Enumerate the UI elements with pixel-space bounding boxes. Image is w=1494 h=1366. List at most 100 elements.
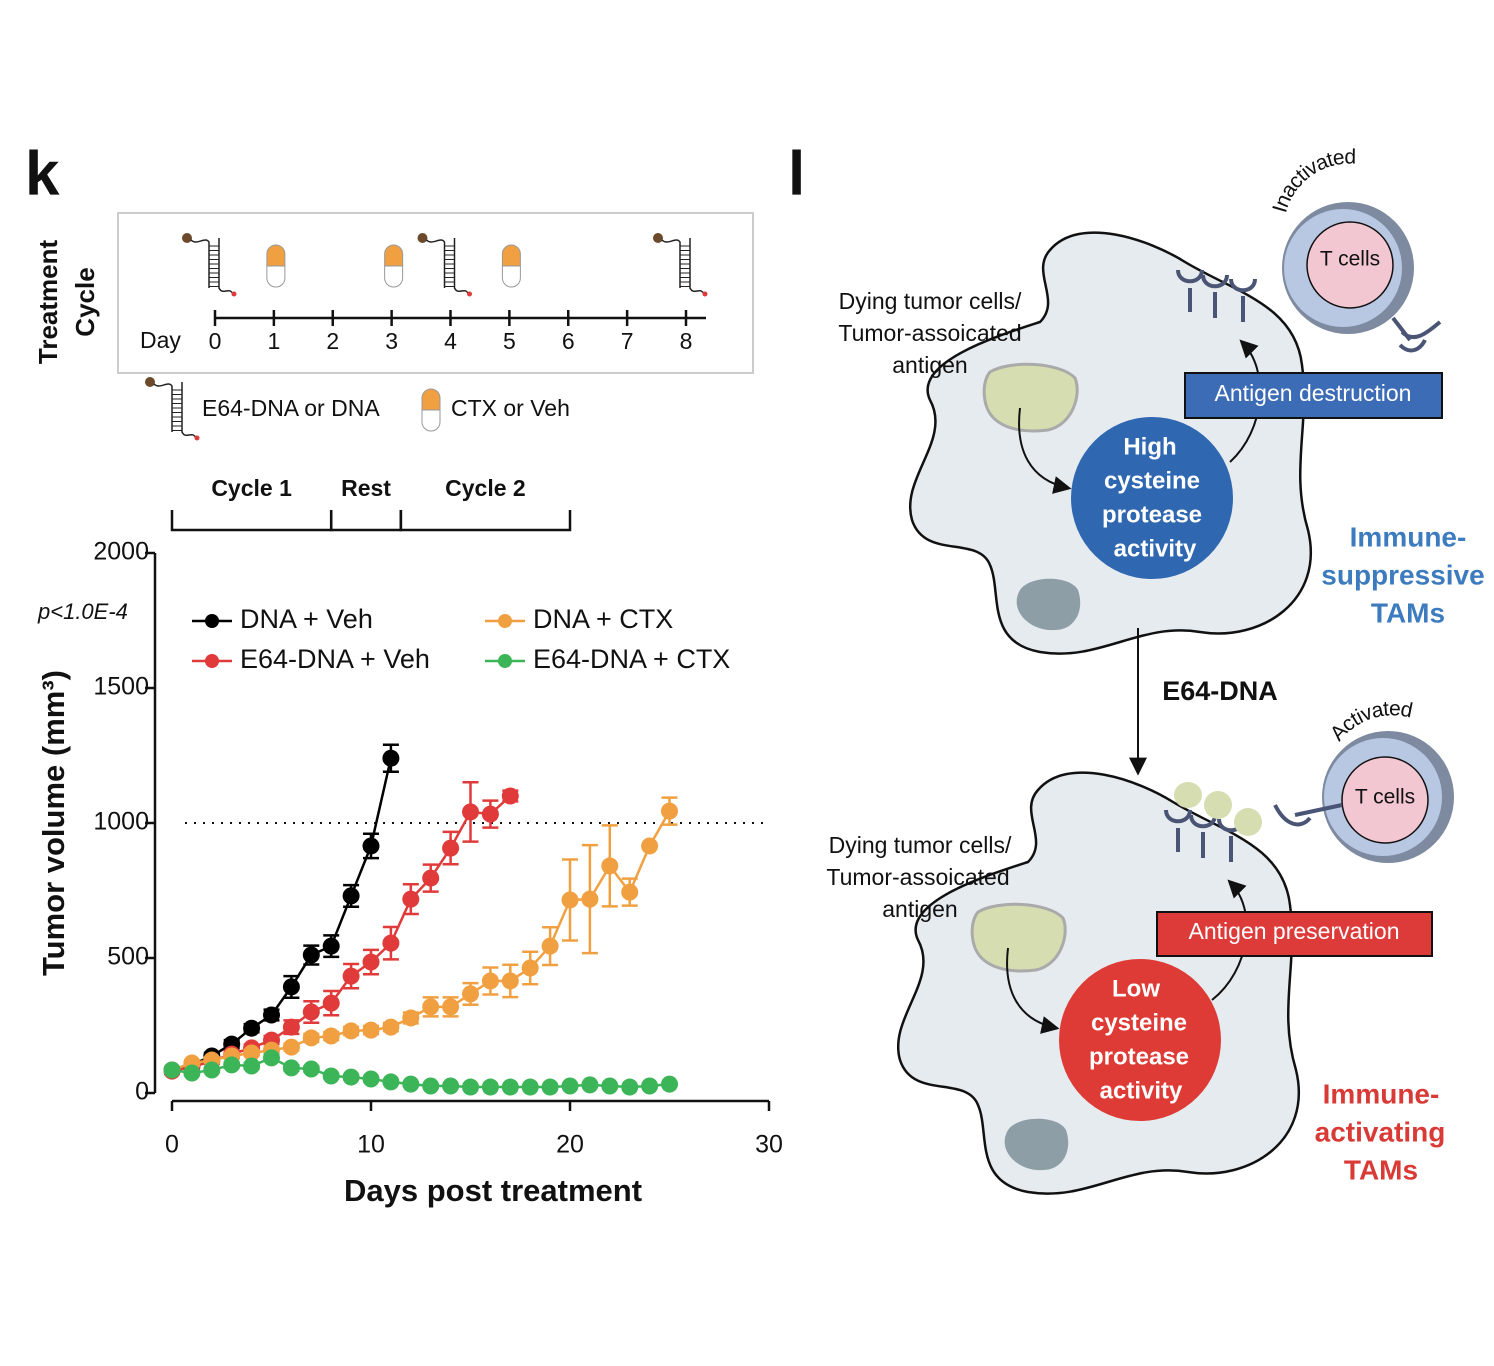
capsule-top: [421, 388, 441, 411]
data-point: [362, 837, 380, 855]
data-point: [243, 1044, 261, 1062]
legend-label: CTX or Veh: [451, 395, 570, 421]
data-point: [382, 1018, 400, 1036]
data-point: [521, 959, 539, 977]
data-point: [481, 1078, 499, 1096]
y-tick-label: 1500: [93, 673, 149, 701]
day-tick-label: 4: [444, 328, 457, 354]
activity-label: activity: [1100, 1077, 1183, 1104]
day-tick-label: 0: [209, 328, 222, 354]
phase-label: Cycle 1: [211, 475, 292, 501]
data-point: [302, 1029, 320, 1047]
activity-label: cysteine: [1104, 467, 1200, 494]
data-point: [382, 1073, 400, 1091]
data-point: [322, 937, 340, 955]
x-axis-label: Days post treatment: [344, 1173, 642, 1208]
capsule-icon: [501, 244, 521, 288]
day-tick-label: 2: [326, 328, 339, 354]
data-point: [581, 1076, 599, 1094]
dna-icon: [417, 233, 472, 297]
dna-icon: [145, 377, 200, 441]
data-point: [481, 805, 499, 823]
data-point: [302, 1003, 320, 1021]
activity-label: protease: [1089, 1043, 1189, 1070]
data-point: [302, 1060, 320, 1078]
legend-marker: [205, 614, 219, 628]
data-point: [621, 883, 639, 901]
capsule-bottom: [266, 265, 286, 288]
data-point: [422, 998, 440, 1016]
x-tick-label: 30: [755, 1131, 783, 1159]
chart: 0 500 1000 1500 2000 0 10 20 30 Days post treatme…: [36, 475, 783, 1208]
tam-label: suppressive: [1321, 559, 1484, 590]
y-tick-label: 500: [107, 943, 149, 971]
data-point: [342, 1022, 360, 1040]
data-point: [442, 1077, 460, 1095]
data-point: [462, 803, 479, 821]
dna-tail: [194, 435, 200, 441]
data-point: [382, 749, 400, 767]
capsule-top: [384, 244, 404, 267]
data-point: [362, 1021, 380, 1039]
dna-icon: [182, 233, 237, 297]
treatment-cycle: Treatment Cycle Day 0 1 2 3 4 5 6 7 8 E64-DNA or DNA…: [33, 233, 708, 441]
dna-head: [145, 377, 155, 387]
legend-label: E64-DNA or DNA: [202, 395, 380, 421]
legend-label: DNA + Veh: [240, 604, 373, 634]
data-point: [601, 1077, 619, 1095]
dna-tail: [702, 291, 708, 297]
data-point: [223, 1056, 241, 1074]
t-cell-nucleus: [1341, 756, 1429, 844]
phase-label: Cycle 2: [445, 475, 526, 501]
process-box: [1156, 911, 1433, 957]
t-cell-label: T cells: [1320, 248, 1380, 271]
t-cell-nucleus: [1306, 221, 1394, 309]
dna-tail: [231, 291, 237, 297]
tam-label: Immune-: [1350, 521, 1467, 552]
t-cell-label: T cells: [1355, 786, 1415, 809]
series-line: [171, 795, 512, 1073]
data-point: [302, 946, 320, 964]
activity-label: activity: [1114, 535, 1197, 562]
antigen-label: Dying tumor cells/: [829, 832, 1012, 858]
x-tick-label: 20: [556, 1131, 584, 1159]
antigen-label: antigen: [892, 352, 967, 378]
tam-label: TAMs: [1371, 597, 1445, 628]
series: [163, 780, 519, 1080]
activity-label: cysteine: [1091, 1009, 1187, 1036]
dna-strand: [153, 382, 197, 439]
tam-label: Immune-: [1323, 1078, 1440, 1109]
capsule-icon: [421, 388, 441, 432]
dna-strand: [190, 238, 234, 295]
activity-label: Low: [1112, 975, 1160, 1002]
day-tick-label: 5: [503, 328, 516, 354]
data-point: [601, 857, 619, 875]
day-tick-label: 3: [385, 328, 398, 354]
dna-tail: [467, 291, 472, 297]
capsule-bottom: [501, 265, 521, 288]
data-point: [661, 1075, 678, 1093]
data-point: [501, 972, 519, 990]
data-point: [541, 937, 559, 955]
data-point: [382, 934, 400, 952]
day-tick-label: 1: [267, 328, 280, 354]
process-box: [1184, 372, 1443, 419]
axis-label: Cycle: [70, 267, 100, 336]
capsule-bottom: [421, 409, 441, 432]
activity-circle: [1071, 417, 1233, 579]
data-point: [322, 1027, 340, 1045]
data-point: [422, 1077, 440, 1095]
series: [163, 1049, 678, 1096]
legend-label: E64-DNA + Veh: [240, 644, 430, 674]
tam-label: TAMs: [1344, 1154, 1418, 1185]
process-label: Antigen preservation: [1189, 918, 1400, 944]
data-point: [402, 890, 420, 908]
x-tick-label: 10: [357, 1131, 385, 1159]
capsule-bottom: [384, 265, 404, 288]
data-point: [462, 1078, 479, 1096]
phase-bracket: [170, 510, 333, 532]
dna-strand: [661, 238, 705, 295]
capsule-top: [266, 244, 286, 267]
day-label: Day: [140, 327, 181, 353]
